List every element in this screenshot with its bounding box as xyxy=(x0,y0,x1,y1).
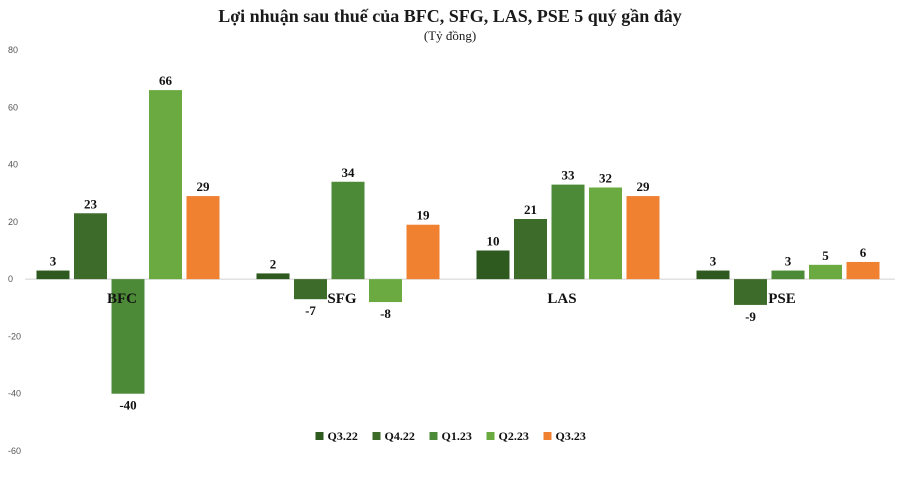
bar xyxy=(369,279,402,303)
legend-swatch xyxy=(315,432,324,440)
bar xyxy=(406,224,440,280)
data-label: 29 xyxy=(197,179,211,194)
category-label: PSE xyxy=(768,291,796,307)
bar xyxy=(514,218,547,280)
data-label: 2 xyxy=(270,256,277,271)
data-label: -7 xyxy=(305,303,316,318)
bar xyxy=(696,270,730,280)
data-label: 66 xyxy=(159,73,173,88)
bar xyxy=(589,187,622,280)
category-label: BFC xyxy=(107,291,137,307)
data-label: 29 xyxy=(637,179,651,194)
category-label: LAS xyxy=(547,291,576,307)
y-tick-label: 20 xyxy=(8,217,18,227)
bar xyxy=(74,213,107,280)
y-tick-label: 0 xyxy=(8,274,13,284)
data-label: 34 xyxy=(342,165,356,180)
data-label: 21 xyxy=(524,202,537,217)
legend-label: Q1.23 xyxy=(442,429,472,443)
legend-label: Q2.23 xyxy=(499,429,529,443)
bar xyxy=(331,181,365,280)
bar xyxy=(256,273,290,280)
legend-swatch xyxy=(486,432,495,440)
data-label: 3 xyxy=(710,254,717,269)
legend-swatch xyxy=(372,432,381,440)
category-label: SFG xyxy=(327,291,357,307)
bar xyxy=(111,279,145,394)
data-label: 3 xyxy=(785,254,792,269)
bar xyxy=(551,184,585,280)
data-label: 6 xyxy=(860,245,867,260)
bar xyxy=(846,261,880,280)
bar xyxy=(36,270,70,280)
y-tick-label: 60 xyxy=(8,102,18,112)
legend-swatch xyxy=(543,432,552,440)
data-label: 10 xyxy=(487,234,500,249)
y-tick-label: 80 xyxy=(8,45,18,55)
legend-swatch xyxy=(429,432,438,440)
data-label: 3 xyxy=(50,254,57,269)
y-tick-label: -60 xyxy=(8,446,21,456)
data-label: 23 xyxy=(84,196,98,211)
y-tick-label: -20 xyxy=(8,331,21,341)
y-tick-label: 40 xyxy=(8,160,18,170)
legend-label: Q3.23 xyxy=(556,429,586,443)
bar xyxy=(294,279,327,300)
data-label: -40 xyxy=(119,398,136,413)
bar xyxy=(809,264,842,280)
bar xyxy=(476,250,510,280)
bar xyxy=(626,196,660,280)
y-tick-label: -40 xyxy=(8,389,21,399)
bar xyxy=(186,196,220,280)
data-label: 19 xyxy=(417,208,431,223)
chart-title: Lợi nhuận sau thuế của BFC, SFG, LAS, PS… xyxy=(218,6,682,26)
bar xyxy=(149,90,182,280)
data-label: -8 xyxy=(380,306,391,321)
data-label: 5 xyxy=(822,248,829,263)
data-label: 32 xyxy=(599,170,612,185)
data-label: 33 xyxy=(562,168,576,183)
chart-subtitle: (Tỷ đồng) xyxy=(423,28,477,43)
legend-label: Q3.22 xyxy=(328,429,358,443)
legend-label: Q4.22 xyxy=(385,429,415,443)
bar xyxy=(734,279,767,305)
bar xyxy=(771,270,805,280)
data-label: -9 xyxy=(745,309,756,324)
